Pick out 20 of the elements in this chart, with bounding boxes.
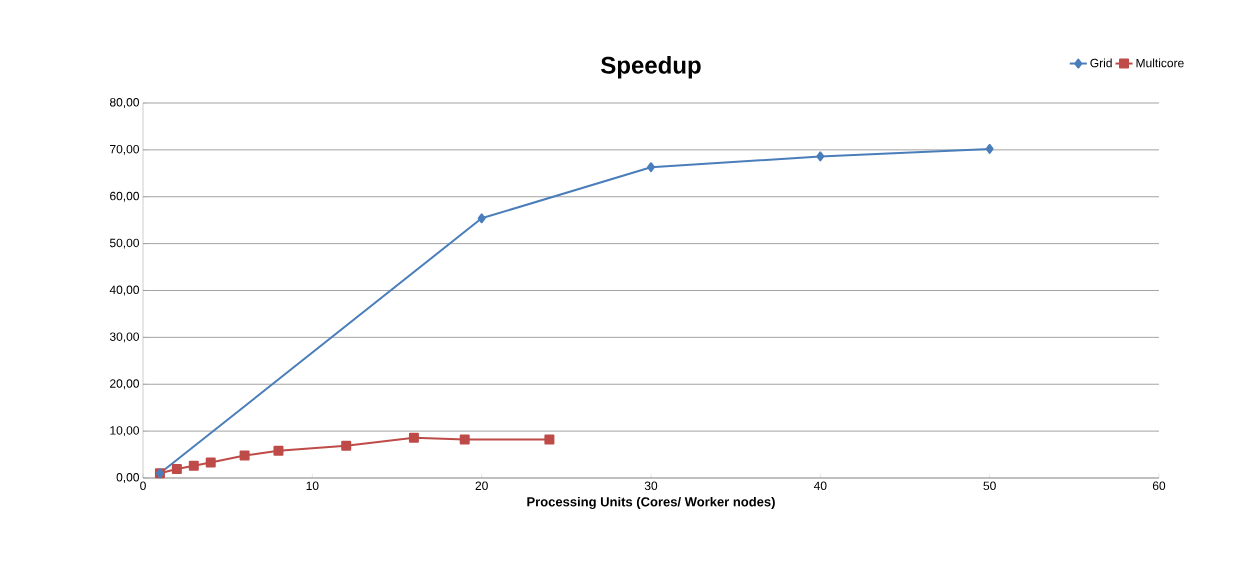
y-tick-label: 10,00 — [110, 426, 140, 437]
legend-label: Grid — [1090, 58, 1112, 68]
chart-title: Speedup — [601, 56, 701, 79]
x-tick-label: 40 — [813, 481, 827, 491]
x-tick-label: 10 — [306, 481, 319, 491]
y-tick-label: 0,00 — [116, 473, 140, 483]
y-tick-label: 60,00 — [110, 191, 140, 202]
x-tick-label: 50 — [983, 481, 996, 491]
y-tick-label: 50,00 — [109, 238, 140, 249]
y-tick-label: 40,00 — [109, 285, 140, 296]
y-tick-label: 20,00 — [110, 379, 140, 390]
legend-label: Multicore — [1136, 58, 1184, 68]
x-tick-label: 20 — [475, 481, 488, 491]
x-tick-label: 60 — [1152, 481, 1166, 491]
x-tick-label: 30 — [644, 481, 658, 491]
x-tick-label: 0 — [140, 481, 146, 491]
y-tick-label: 70,00 — [110, 144, 140, 155]
y-tick-label: 80,00 — [109, 98, 140, 108]
y-tick-label: 30,00 — [109, 332, 140, 343]
x-axis-title: Processing Units (Cores/ Worker nodes) — [527, 496, 775, 510]
